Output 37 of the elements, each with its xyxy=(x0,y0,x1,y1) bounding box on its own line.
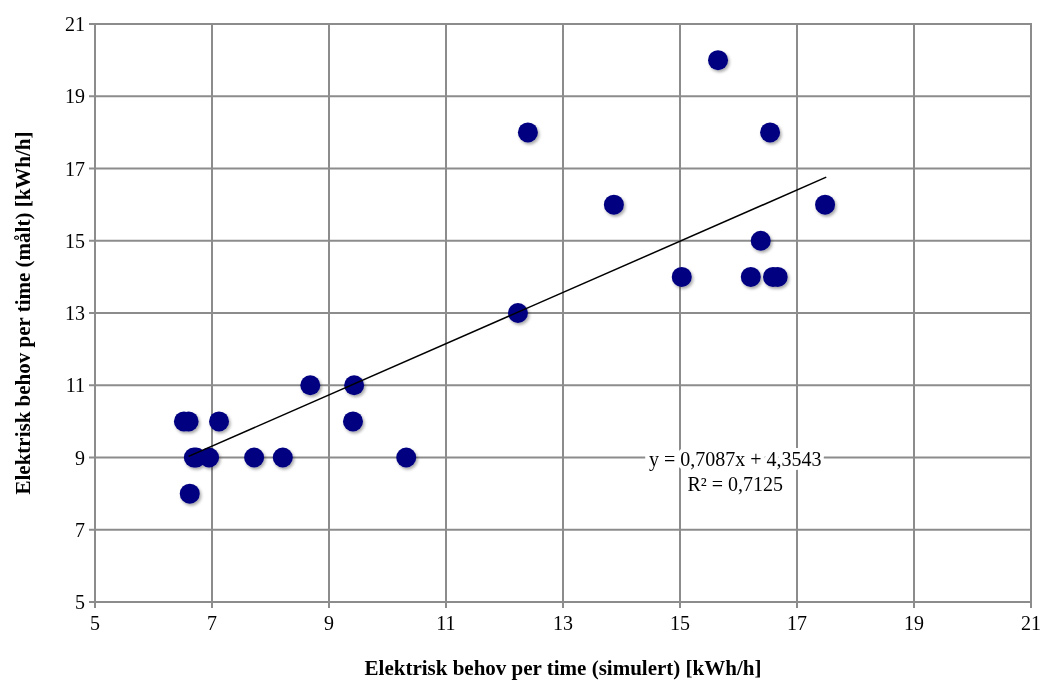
x-tick-label: 11 xyxy=(436,612,456,634)
annotation: y = 0,7087x + 4,3543 xyxy=(648,448,822,472)
point xyxy=(244,447,265,468)
y-tick-label: 13 xyxy=(65,302,85,324)
point xyxy=(708,50,729,71)
y-tick-label: 11 xyxy=(65,374,85,397)
x-axis-title: Elektrisk behov per time (simulert) [kWh/h] xyxy=(364,656,762,680)
point xyxy=(300,375,321,396)
y-tick-label: 5 xyxy=(75,591,85,613)
y-tick-label: 7 xyxy=(75,518,85,541)
point xyxy=(740,266,761,287)
x-tick-label: 5 xyxy=(90,612,100,634)
point xyxy=(760,122,781,143)
point xyxy=(342,411,363,432)
point xyxy=(671,266,692,287)
annotation: R² = 0,7125 xyxy=(687,473,784,496)
x-tick-label: 13 xyxy=(553,612,573,634)
y-tick-label: 15 xyxy=(65,229,85,252)
y-tick-label: 9 xyxy=(75,446,85,469)
y-tick-label: 19 xyxy=(65,85,85,108)
point xyxy=(603,194,624,215)
x-tick-label: 17 xyxy=(787,612,807,634)
x-tick-label: 9 xyxy=(324,612,334,634)
y-axis-title: Elektrisk behov per time (målt) [kWh/h] xyxy=(11,131,35,495)
point xyxy=(396,447,417,468)
y-tick-label: 17 xyxy=(65,157,85,180)
x-tick-label: 19 xyxy=(904,612,924,634)
point xyxy=(209,411,230,432)
point xyxy=(179,483,200,504)
point xyxy=(517,122,538,143)
point xyxy=(815,194,836,215)
y-tick-label: 21 xyxy=(65,13,85,35)
point xyxy=(272,447,293,468)
point xyxy=(750,230,771,251)
x-tick-label: 15 xyxy=(670,612,690,634)
x-tick-label: 21 xyxy=(1021,612,1041,634)
x-tick-label: 7 xyxy=(207,612,217,634)
